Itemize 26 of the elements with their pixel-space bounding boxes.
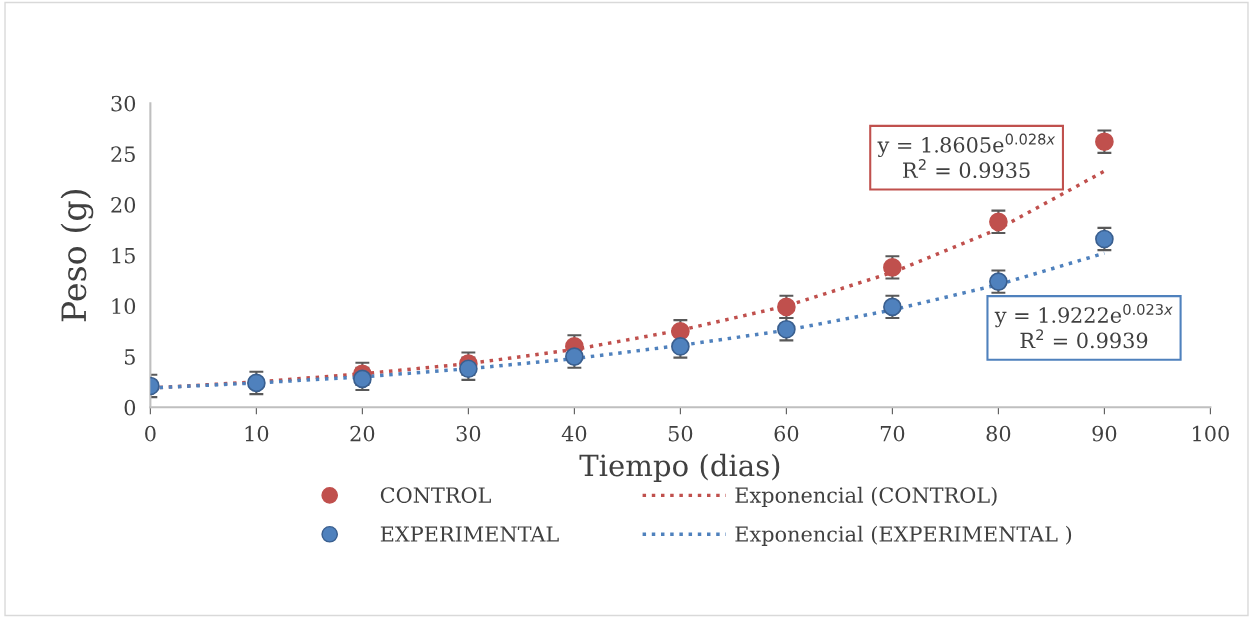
x-tick-label: 20	[350, 425, 375, 442]
x-tick-label: 70	[880, 425, 905, 442]
x-tick-label: 80	[986, 425, 1011, 442]
y-tick-label: 15	[112, 247, 135, 264]
legend-label: Exponencial (CONTROL)	[735, 486, 997, 507]
legend-label: Exponencial (EXPERIMENTAL )	[735, 525, 1072, 546]
y-tick-label: 20	[111, 197, 136, 213]
x-tick-label: 10	[245, 425, 269, 442]
y-tick-label: 10	[112, 298, 136, 315]
y-axis-title: Peso (g)	[60, 189, 94, 322]
x-tick-label: 40	[561, 425, 587, 442]
y-tick-label: 30	[111, 95, 136, 112]
text: y = 1.8605e$^{0.028x}$ R$^{2}$ = 0.9935	[877, 133, 1056, 179]
x-tick-label: 100	[1193, 425, 1229, 442]
legend-label: EXPERIMENTAL	[380, 526, 559, 542]
x-tick-label: 0	[145, 425, 156, 442]
x-tick-label: 90	[1092, 425, 1117, 442]
y-tick-label: 25	[111, 146, 135, 163]
text: y = 1.9222e$^{0.023x}$ R$^{2}$ = 0.9939	[994, 303, 1173, 349]
y-tick-label: 0	[124, 399, 136, 416]
legend-label: CONTROL	[380, 487, 491, 503]
x-tick-label: 60	[774, 425, 799, 442]
x-axis-title: Tiempo (dias)	[579, 453, 780, 483]
x-tick-label: 50	[668, 425, 693, 442]
y-tick-label: 5	[124, 349, 135, 365]
x-tick-label: 30	[456, 425, 481, 442]
